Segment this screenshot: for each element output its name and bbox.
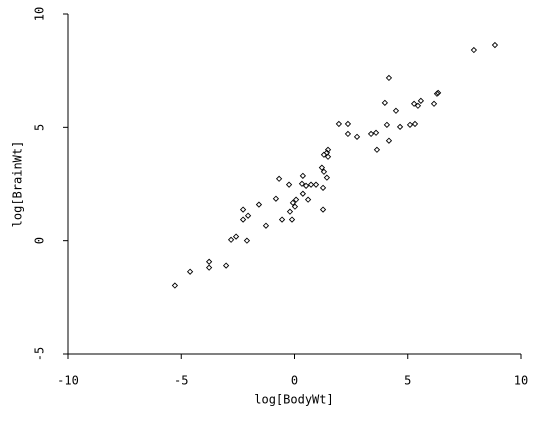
y-axis-label: log[BrainWt] <box>11 141 25 228</box>
point <box>288 216 296 223</box>
x-tick-label: -5 <box>174 374 188 388</box>
point <box>470 46 478 54</box>
point <box>335 120 343 128</box>
point <box>319 206 327 213</box>
point <box>411 120 419 128</box>
point <box>205 258 213 265</box>
point <box>244 212 252 219</box>
point <box>302 182 310 189</box>
x-tick-label: 10 <box>514 374 528 388</box>
point <box>227 236 235 243</box>
point <box>367 130 375 138</box>
point <box>430 100 438 107</box>
point <box>222 262 230 269</box>
y-tick-label: 5 <box>33 124 47 131</box>
point <box>275 175 283 182</box>
point <box>307 181 315 188</box>
point <box>373 146 381 153</box>
point <box>324 146 332 153</box>
point <box>491 41 499 49</box>
point <box>243 237 251 244</box>
point <box>292 196 300 203</box>
x-tick-label: 5 <box>404 374 411 388</box>
point <box>392 107 400 114</box>
point <box>318 164 326 171</box>
point <box>298 180 306 187</box>
point <box>285 181 293 188</box>
point <box>319 184 327 191</box>
point <box>385 74 393 82</box>
point <box>278 216 286 223</box>
point <box>406 121 414 128</box>
point <box>385 137 393 144</box>
point <box>186 268 194 275</box>
point <box>299 190 307 197</box>
point <box>383 121 391 128</box>
x-axis-label: log[BodyWt] <box>254 393 333 407</box>
point <box>255 201 263 208</box>
point <box>304 196 312 203</box>
point <box>353 133 361 140</box>
point <box>344 120 352 128</box>
point <box>232 233 240 240</box>
x-tick-label: -10 <box>57 374 79 388</box>
point <box>324 153 332 160</box>
point <box>299 172 307 179</box>
point <box>291 203 299 210</box>
point <box>262 222 270 229</box>
point <box>286 208 294 215</box>
y-tick-label: -5 <box>33 347 47 361</box>
point <box>414 102 422 109</box>
point <box>410 100 418 107</box>
y-tick-label: 0 <box>33 237 47 244</box>
point <box>289 199 297 206</box>
point <box>205 264 213 271</box>
point <box>323 174 331 181</box>
point <box>312 181 320 188</box>
point <box>323 149 331 156</box>
x-tick-label: 0 <box>291 374 298 388</box>
point <box>171 282 179 289</box>
point <box>272 195 280 202</box>
point <box>239 216 247 223</box>
point <box>320 168 328 175</box>
point <box>344 130 352 138</box>
y-tick-label: 10 <box>33 7 47 21</box>
point <box>396 123 404 131</box>
point <box>239 206 247 213</box>
point <box>417 97 425 104</box>
point <box>381 99 389 106</box>
point <box>434 89 442 97</box>
point <box>372 129 380 136</box>
